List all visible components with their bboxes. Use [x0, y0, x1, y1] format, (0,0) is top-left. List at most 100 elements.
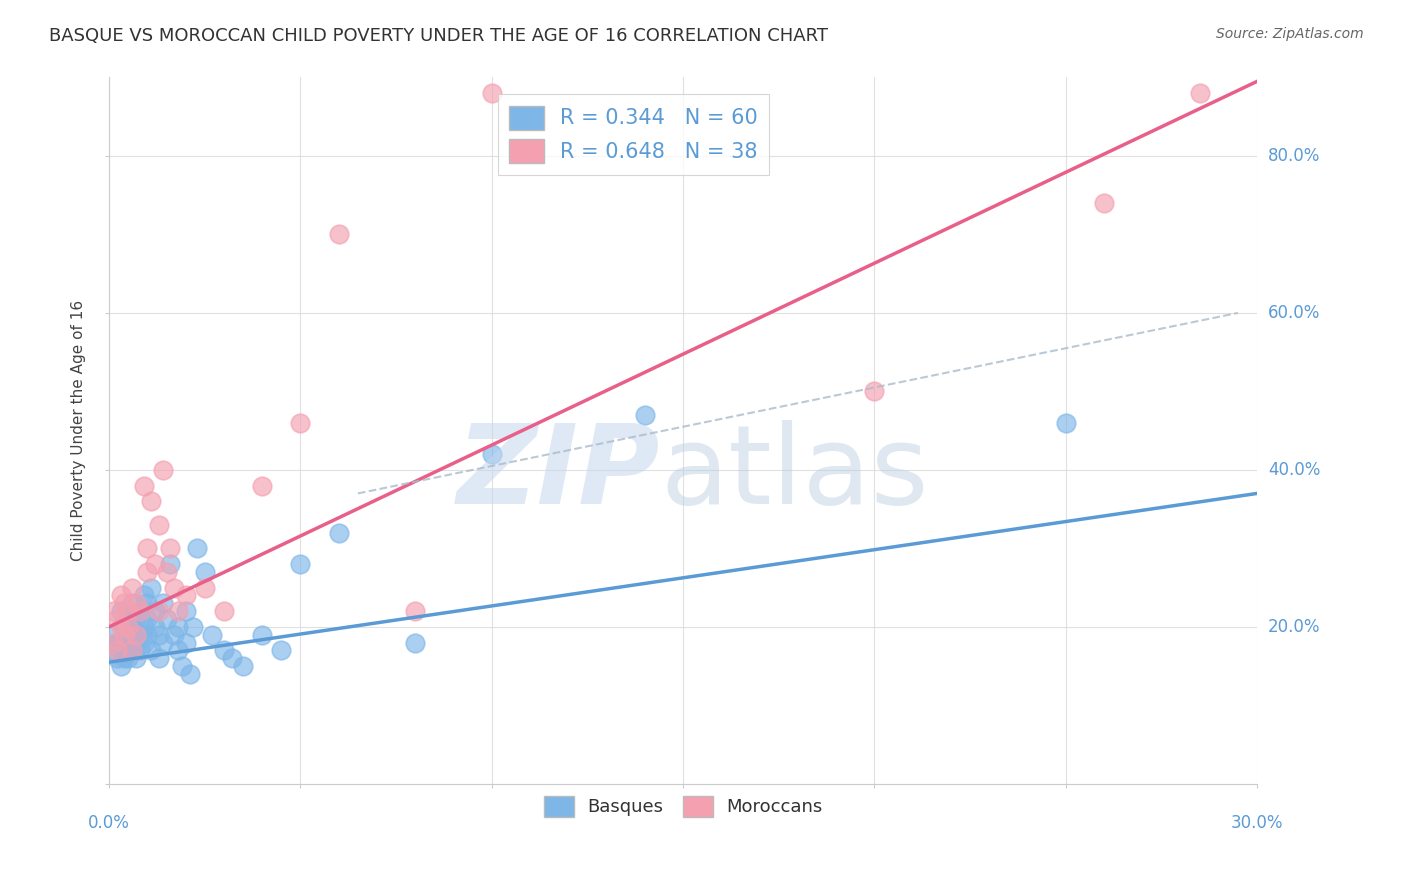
- Point: [117, 612, 139, 626]
- Point: [110, 604, 132, 618]
- Y-axis label: Child Poverty Under the Age of 16: Child Poverty Under the Age of 16: [72, 300, 86, 561]
- Point: [136, 541, 159, 556]
- Point: [148, 628, 170, 642]
- Point: [125, 612, 148, 626]
- Point: [194, 565, 217, 579]
- Point: [143, 557, 166, 571]
- Point: [125, 628, 148, 642]
- Legend: Basques, Moroccans: Basques, Moroccans: [536, 788, 831, 825]
- Point: [148, 604, 170, 618]
- Point: [125, 596, 148, 610]
- Point: [212, 643, 235, 657]
- Point: [250, 628, 273, 642]
- Point: [110, 659, 132, 673]
- Text: Source: ZipAtlas.com: Source: ZipAtlas.com: [1216, 27, 1364, 41]
- Point: [212, 604, 235, 618]
- Text: atlas: atlas: [661, 419, 929, 526]
- Point: [132, 478, 155, 492]
- Text: ZIP: ZIP: [457, 419, 661, 526]
- Point: [221, 651, 243, 665]
- Point: [117, 620, 139, 634]
- Point: [117, 651, 139, 665]
- Point: [152, 596, 174, 610]
- Text: 80.0%: 80.0%: [1268, 147, 1320, 165]
- Point: [194, 581, 217, 595]
- Point: [143, 604, 166, 618]
- Point: [152, 635, 174, 649]
- Text: BASQUE VS MOROCCAN CHILD POVERTY UNDER THE AGE OF 16 CORRELATION CHART: BASQUE VS MOROCCAN CHILD POVERTY UNDER T…: [49, 27, 828, 45]
- Point: [232, 659, 254, 673]
- Point: [141, 643, 163, 657]
- Point: [105, 643, 128, 657]
- Point: [481, 447, 503, 461]
- Point: [328, 525, 350, 540]
- Point: [121, 596, 143, 610]
- Point: [121, 643, 143, 657]
- Point: [136, 596, 159, 610]
- Point: [174, 604, 197, 618]
- Point: [481, 86, 503, 100]
- Point: [132, 589, 155, 603]
- Point: [132, 635, 155, 649]
- Point: [183, 620, 205, 634]
- Point: [121, 620, 143, 634]
- Point: [141, 581, 163, 595]
- Point: [167, 643, 190, 657]
- Point: [114, 651, 136, 665]
- Point: [250, 478, 273, 492]
- Point: [110, 589, 132, 603]
- Point: [121, 643, 143, 657]
- Point: [270, 643, 292, 657]
- Point: [186, 541, 208, 556]
- Text: 60.0%: 60.0%: [1268, 304, 1320, 322]
- Point: [863, 384, 886, 399]
- Point: [143, 620, 166, 634]
- Point: [128, 604, 150, 618]
- Point: [128, 628, 150, 642]
- Point: [148, 517, 170, 532]
- Point: [101, 643, 124, 657]
- Text: 40.0%: 40.0%: [1268, 461, 1320, 479]
- Point: [290, 416, 312, 430]
- Point: [170, 659, 193, 673]
- Point: [1092, 196, 1115, 211]
- Point: [101, 635, 124, 649]
- Point: [117, 628, 139, 642]
- Point: [105, 635, 128, 649]
- Point: [179, 667, 201, 681]
- Point: [141, 494, 163, 508]
- Point: [404, 604, 426, 618]
- Point: [114, 620, 136, 634]
- Point: [117, 604, 139, 618]
- Point: [167, 620, 190, 634]
- Point: [114, 596, 136, 610]
- Point: [159, 557, 181, 571]
- Point: [155, 612, 177, 626]
- Point: [125, 651, 148, 665]
- Point: [404, 635, 426, 649]
- Point: [1188, 86, 1211, 100]
- Point: [114, 643, 136, 657]
- Point: [105, 651, 128, 665]
- Text: 0.0%: 0.0%: [89, 814, 131, 832]
- Point: [121, 581, 143, 595]
- Point: [290, 557, 312, 571]
- Point: [174, 589, 197, 603]
- Point: [159, 541, 181, 556]
- Point: [201, 628, 224, 642]
- Point: [136, 612, 159, 626]
- Point: [163, 628, 186, 642]
- Point: [1054, 416, 1077, 430]
- Point: [110, 635, 132, 649]
- Point: [101, 628, 124, 642]
- Point: [167, 604, 190, 618]
- Point: [634, 408, 657, 422]
- Point: [152, 463, 174, 477]
- Point: [101, 604, 124, 618]
- Point: [136, 565, 159, 579]
- Point: [110, 620, 132, 634]
- Point: [136, 628, 159, 642]
- Point: [174, 635, 197, 649]
- Point: [128, 643, 150, 657]
- Text: 30.0%: 30.0%: [1230, 814, 1284, 832]
